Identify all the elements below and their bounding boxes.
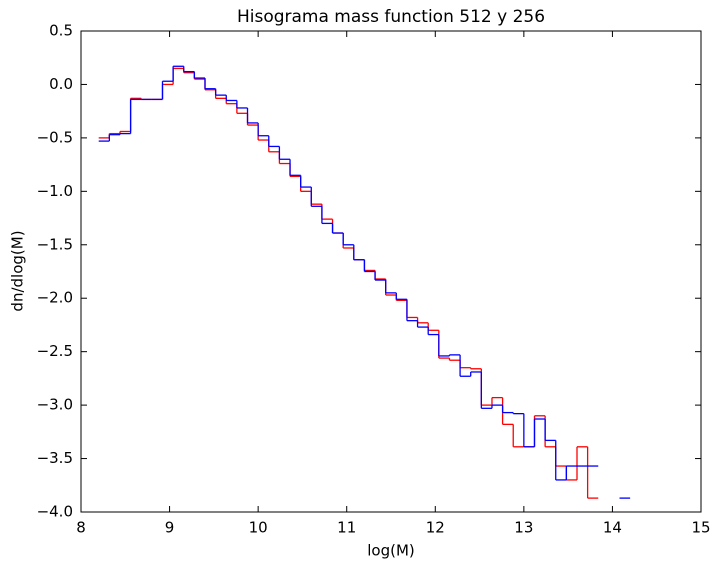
- x-tick-label: 11: [337, 519, 356, 537]
- y-tick-label: 0.0: [49, 75, 73, 93]
- y-tick-label: −3.5: [37, 449, 73, 467]
- x-tick-label: 12: [426, 519, 445, 537]
- plot-frame: [80, 30, 702, 513]
- y-tick-label: −0.5: [37, 128, 73, 146]
- x-tick-label: 10: [249, 519, 268, 537]
- y-tick-label: −1.5: [37, 235, 73, 253]
- x-tick-label: 9: [165, 519, 175, 537]
- x-tick-label: 13: [514, 519, 533, 537]
- x-tick-label: 8: [76, 519, 86, 537]
- chart-title: Hisograma mass function 512 y 256: [237, 7, 545, 27]
- x-axis-label: log(M): [367, 542, 415, 560]
- y-tick-label: 0.5: [49, 22, 73, 40]
- y-tick-label: −2.5: [37, 342, 73, 360]
- y-axis-label: dn/dlog(M): [9, 230, 27, 311]
- y-tick-label: −4.0: [37, 503, 73, 521]
- y-tick-label: −1.0: [37, 182, 73, 200]
- y-tick-label: −2.0: [37, 289, 73, 307]
- x-tick-label: 14: [603, 519, 622, 537]
- x-tick-label: 15: [691, 519, 710, 537]
- y-tick-label: −3.0: [37, 396, 73, 414]
